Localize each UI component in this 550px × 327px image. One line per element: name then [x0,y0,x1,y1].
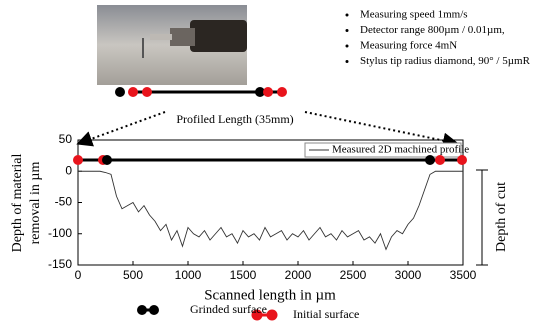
bottom-legend [137,305,278,321]
depth-bracket [476,169,488,266]
grinded-label: Grinded surface [190,302,267,316]
y-tick-label: -50 [55,195,73,209]
x-tick-label: 2000 [285,268,312,282]
spec: Measuring speed 1mm/s [360,9,468,21]
profile-line [78,170,463,251]
depth-of-cut: Depth of cut [494,182,509,252]
legend: Measured 2D machined profile [304,142,469,158]
spec: Detector range 800µm / 0.01µm, [360,24,505,36]
photo [97,5,247,85]
bullet [345,44,349,48]
x-tick-label: 1500 [230,268,257,282]
x-axis-label: Scanned length in µm [204,287,336,303]
y-tick-label: 0 [65,163,72,177]
bullet [345,29,349,32]
y-tick-label: -150 [48,257,72,271]
top-markers [115,87,287,97]
x-tick-label: 2500 [340,268,367,282]
bullet [345,13,349,17]
x-tick-label: 3500 [450,268,477,282]
arrows [76,111,459,149]
y-axis-label: removal in µm [28,162,43,245]
x-tick-label: 3000 [395,268,422,282]
legend-label: Measured 2D machined profile [332,144,469,156]
x-tick-label: 500 [123,268,143,282]
bullet [345,60,349,63]
profiled-length: Profiled Length (35mm) [176,112,293,126]
initial-label: Initial surface [293,307,359,321]
spec: Measuring force 4mN [360,40,457,52]
x-tick-label: 0 [75,268,82,282]
y-tick-label: 50 [59,132,73,146]
plot-markers [73,155,467,165]
spec: Stylus tip radius diamond, 90° / 5µmR [360,55,531,67]
x-tick-label: 1000 [175,268,202,282]
y-axis-label: Depth of material [10,154,25,253]
y-tick-label: -100 [48,226,72,240]
